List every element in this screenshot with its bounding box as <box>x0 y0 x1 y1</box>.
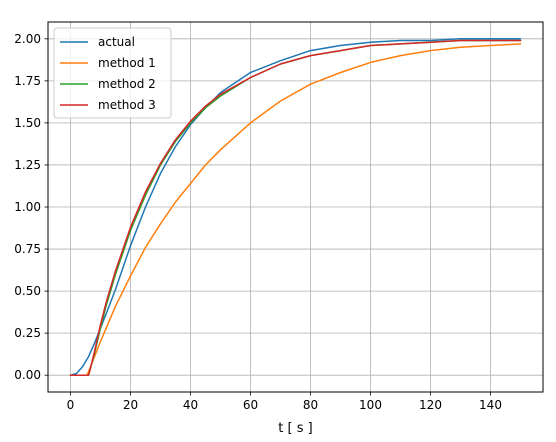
y-tick-label: 0.00 <box>14 368 41 382</box>
x-tick-label: 0 <box>67 398 75 412</box>
series-line-4 <box>69 39 522 376</box>
x-tick-label: 60 <box>243 398 258 412</box>
y-tick-label: 1.00 <box>14 200 41 214</box>
x-tick-label: 40 <box>183 398 198 412</box>
x-tick-label: 80 <box>303 398 318 412</box>
legend: actual method 1 method 2 method 3 <box>53 27 172 119</box>
legend-box <box>53 27 172 119</box>
y-tick-label: 0.25 <box>14 326 41 340</box>
legend-label: actual <box>98 35 135 49</box>
y-tick-label: 2.00 <box>14 32 41 46</box>
y-tick-label: 1.75 <box>14 74 41 88</box>
axis-ticks: 0 20 40 60 80 100 120 140 0.00 0.25 0.50 0.75 1.00 1.… <box>14 32 502 412</box>
grid <box>48 22 543 392</box>
x-tick-label: 20 <box>123 398 138 412</box>
x-tick-label: 120 <box>419 398 442 412</box>
y-tick-label: 1.50 <box>14 116 41 130</box>
legend-label: method 1 <box>98 56 156 70</box>
y-tick-label: 1.25 <box>14 158 41 172</box>
x-tick-label: 100 <box>359 398 382 412</box>
legend-label: method 3 <box>98 98 156 112</box>
y-tick-label: 0.75 <box>14 242 41 256</box>
x-axis-label: t [ s ] <box>278 421 312 436</box>
x-tick-label: 140 <box>479 398 502 412</box>
legend-label: method 2 <box>98 77 156 91</box>
series-lines <box>69 38 522 376</box>
y-tick-label: 0.50 <box>14 284 41 298</box>
